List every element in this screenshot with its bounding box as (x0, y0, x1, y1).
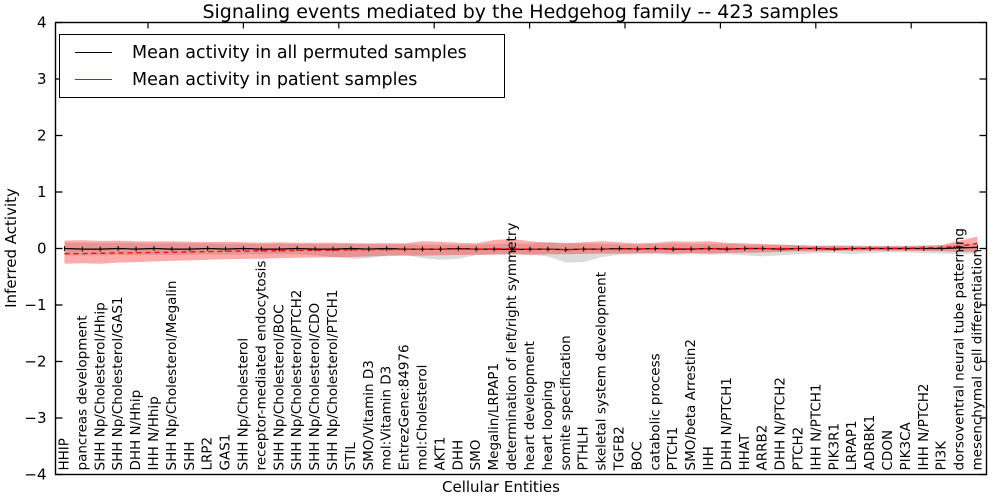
permuted-band (64, 241, 978, 263)
y-tick-label: 2 (37, 127, 47, 145)
x-tick-label: mol:Cholesterol (415, 365, 431, 471)
x-tick-label: HHAT (737, 433, 753, 470)
x-tick-label: PIK3CA (898, 422, 914, 471)
x-tick-label: pancreas development (74, 315, 90, 470)
x-tick-label: skeletal system development (594, 272, 610, 471)
x-tick-label: PIK3R1 (826, 423, 842, 471)
x-tick-label: SHH Np/Cholesterol/Megalin (164, 281, 180, 471)
x-tick-label: SHH Np/Cholesterol (236, 338, 252, 471)
x-tick-label: mesenchymal cell differentiation (970, 249, 986, 471)
permuted-line-swatch (75, 52, 112, 53)
x-tick-label: SHH Np/Cholesterol/Hhip (92, 302, 108, 470)
x-tick-label: BOC (629, 441, 645, 470)
chart-title: Signaling events mediated by the Hedgeho… (202, 1, 839, 23)
x-tick-label: PI3K (934, 440, 950, 471)
x-tick-label: HHIP (57, 438, 73, 470)
x-tick-label: SMO/Vitamin D3 (361, 360, 377, 470)
x-tick-label: DHH N/PTCH1 (719, 377, 735, 470)
x-tick-label: SMO/beta Arrestin2 (683, 339, 699, 470)
x-tick-label: STIL (343, 442, 359, 471)
x-tick-label: determination of left/right symmetry (504, 223, 520, 471)
x-tick-label: TGFB2 (612, 426, 628, 471)
x-tick-label: DHH N/PTCH2 (773, 377, 789, 470)
x-tick-label: heart looping (540, 381, 556, 471)
x-tick-label: dorsoventral neural tube patterning (952, 228, 968, 470)
legend-label: Mean activity in patient samples (132, 69, 418, 90)
x-tick-label: SHH Np/Cholesterol/GAS1 (110, 297, 126, 471)
x-tick-label: LRPAP1 (844, 420, 860, 470)
x-tick-label: SHH (182, 442, 198, 471)
x-tick-label: mol:Vitamin D3 (379, 366, 395, 471)
x-tick-label: SMO (468, 440, 484, 471)
x-tick-label: CDON (880, 430, 896, 471)
x-tick-label: AKT1 (432, 437, 448, 471)
x-tick-label: LRP2 (200, 437, 216, 471)
x-tick-label: ARRB2 (755, 425, 771, 471)
y-tick-label: −1 (24, 296, 46, 314)
x-tick-label: SHH Np/Cholesterol/PTCH1 (325, 290, 341, 471)
x-tick-label: IHH N/Hhip (146, 396, 162, 470)
x-tick-label: ADRBK1 (862, 415, 878, 471)
patient-mean-line (64, 242, 978, 255)
patient-band (64, 236, 978, 264)
y-tick-label: 1 (37, 183, 47, 201)
y-tick-label: 0 (37, 240, 47, 258)
y-tick-label: −4 (24, 466, 46, 484)
x-tick-label: PTCH1 (665, 427, 681, 471)
x-axis-title: Cellular Entities (442, 478, 560, 496)
y-tick-label: −2 (24, 353, 46, 371)
x-tick-label: DHH (450, 440, 466, 471)
x-tick-label: SHH Np/Cholesterol/PTCH2 (289, 290, 305, 471)
x-tick-label: EntrezGene:84976 (397, 344, 413, 470)
x-tick-label: IHH N/PTCH2 (916, 384, 932, 471)
y-tick-label: 4 (37, 14, 47, 32)
x-tick-label: DHH N/Hhip (128, 390, 144, 471)
x-tick-label: IHH N/PTCH1 (808, 384, 824, 471)
x-tick-label: somite specification (558, 335, 574, 470)
x-tick-label: SHH Np/Cholesterol/BOC (271, 304, 287, 470)
x-tick-label: PTHLH (576, 426, 592, 470)
y-tick-label: −3 (24, 409, 46, 427)
legend-item-permuted: Mean activity in all permuted samples (60, 43, 504, 63)
y-tick-label: 3 (37, 70, 47, 88)
legend-label: Mean activity in all permuted samples (132, 42, 467, 63)
x-tick-label: IHH (701, 446, 717, 470)
x-tick-label: receptor-mediated endocytosis (253, 261, 269, 471)
x-tick-label: SHH Np/Cholesterol/CDO (307, 303, 323, 471)
x-tick-label: Megalin/LRPAP1 (486, 363, 502, 471)
x-tick-label: heart development (522, 341, 538, 470)
x-tick-label: PTCH2 (791, 427, 807, 471)
patient-line-swatch (75, 79, 112, 80)
legend-item-patient: Mean activity in patient samples (60, 70, 504, 90)
legend: Mean activity in all permuted samples Me… (59, 34, 505, 98)
x-tick-label: catabolic process (647, 353, 663, 470)
x-tick-label: GAS1 (218, 434, 234, 471)
